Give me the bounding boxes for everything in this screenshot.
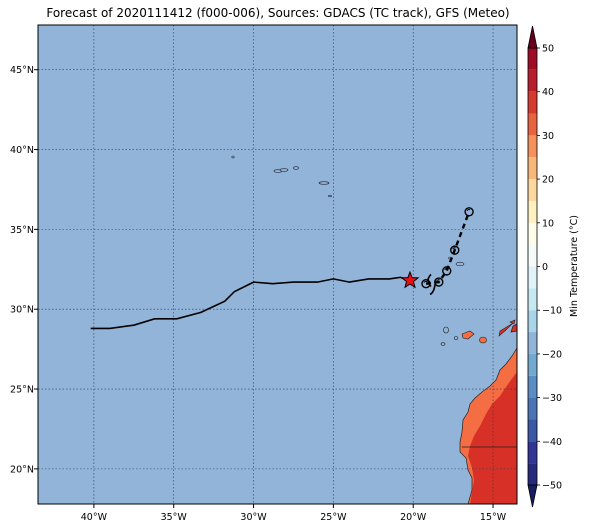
- colorbar-level: [528, 113, 537, 136]
- colorbar-level: [528, 135, 537, 158]
- tc-symbol-tail: [452, 247, 457, 250]
- colorbar-extend-min: [527, 484, 538, 508]
- map-title: Forecast of 2020111412 (f000-006), Sourc…: [46, 6, 510, 20]
- tc-past-track-line: [90, 276, 409, 330]
- colorbar-level: [528, 397, 537, 420]
- lon-tick-label: 30°W: [240, 512, 267, 523]
- lat-tick-label: 40°N: [10, 145, 34, 156]
- colorbar-label: Min Temperature (°C): [569, 215, 580, 317]
- africa-coast-temperature-fill: [459, 323, 517, 504]
- colorbar-tick-label: −30: [542, 393, 562, 404]
- africa-land-warm: [510, 323, 517, 333]
- island-azores-terceira: [293, 166, 299, 170]
- lat-tick-label: 35°N: [10, 225, 34, 236]
- tc-forecast-point: [434, 277, 444, 287]
- colorbar-tick-label: −20: [542, 349, 562, 360]
- colorbar-level: [528, 441, 537, 464]
- island-la-gomera: [453, 336, 459, 340]
- lat-lon-gridlines: [38, 25, 517, 504]
- lon-tick-label: 35°W: [161, 512, 188, 523]
- island-lanzarote: [509, 319, 516, 325]
- colorbar-level: [528, 69, 537, 92]
- colorbar-level: [528, 48, 537, 70]
- colorbar-extend-max: [527, 25, 538, 49]
- colorbar-level: [528, 353, 537, 376]
- colorbar-tick-label: −10: [542, 306, 562, 317]
- tc-symbol-tail: [423, 280, 428, 283]
- colorbar-level: [528, 222, 537, 245]
- colorbar-level: [528, 179, 537, 201]
- tc-symbol-arc: [429, 284, 436, 296]
- colorbar-level: [528, 266, 537, 289]
- colorbar-level: [528, 91, 537, 114]
- tc-track: [90, 276, 409, 330]
- colorbar-level: [528, 463, 537, 485]
- island-azores-santa-maria: [328, 194, 332, 198]
- island-el-hierro: [440, 342, 446, 346]
- atlantic-islands: [231, 155, 465, 267]
- lon-tick-label: 15°W: [480, 512, 507, 523]
- colorbar: 50 40 30 20 10 0 −10 −20 −30 −40 −50: [527, 25, 562, 508]
- colorbar-level: [528, 200, 537, 223]
- island-madeira: [455, 261, 465, 267]
- lat-tick-label: 20°N: [10, 464, 34, 475]
- latitude-ticks: 20°N 25°N 30°N 35°N 40°N 45°N: [10, 65, 38, 475]
- colorbar-tick-label: 0: [542, 262, 548, 273]
- colorbar-tick-label: −50: [542, 481, 562, 492]
- tc-forecast-point: [421, 278, 431, 289]
- tc-forecast-point: [442, 266, 452, 276]
- tc-forecast-track: [421, 207, 474, 296]
- island-gran-canaria: [479, 336, 487, 344]
- tc-forecast-point: [464, 207, 474, 217]
- lon-tick-label: 20°W: [400, 512, 427, 523]
- map-area: [38, 25, 517, 504]
- island-tenerife: [461, 330, 475, 340]
- colorbar-tick-label: 40: [542, 87, 554, 98]
- colorbar-level: [528, 375, 537, 398]
- colorbar-level: [528, 332, 537, 354]
- map-frame: [37, 24, 518, 505]
- island-azores-pico: [279, 168, 289, 172]
- colorbar-tick-label: −40: [542, 437, 562, 448]
- tc-symbol-arc: [427, 273, 432, 288]
- lat-tick-label: 30°N: [10, 305, 34, 316]
- colorbar-level: [528, 310, 537, 333]
- tc-forecast-point: [450, 245, 460, 255]
- tc-current-position-star: [400, 270, 420, 289]
- island-la-palma: [443, 326, 449, 334]
- lon-tick-label: 40°W: [81, 512, 108, 523]
- colorbar-tick-label: 10: [542, 218, 554, 229]
- longitude-ticks: 40°W 35°W 30°W 25°W 20°W 15°W: [81, 504, 507, 523]
- island-azores-flores: [231, 155, 235, 159]
- canary-islands: [440, 319, 516, 346]
- island-fuerteventura: [498, 322, 514, 337]
- tc-current-position: [400, 270, 420, 289]
- colorbar-level: [528, 244, 537, 267]
- island-azores-sao-miguel: [318, 181, 330, 185]
- ocean-background: [38, 25, 517, 504]
- colorbar-level: [528, 288, 537, 311]
- tc-symbol-tail: [466, 208, 471, 212]
- lat-tick-label: 45°N: [10, 65, 34, 76]
- lon-tick-label: 25°W: [320, 512, 347, 523]
- colorbar-tick-label: 30: [542, 131, 554, 142]
- lat-tick-label: 25°N: [10, 385, 34, 396]
- colorbar-tick-label: 20: [542, 175, 554, 186]
- tc-symbol-tail: [436, 279, 441, 282]
- africa-land-hottest: [468, 372, 517, 504]
- colorbar-level: [528, 419, 537, 442]
- tc-symbol-tail: [444, 268, 449, 271]
- colorbar-tick-label: 50: [542, 44, 554, 55]
- colorbar-level: [528, 157, 537, 180]
